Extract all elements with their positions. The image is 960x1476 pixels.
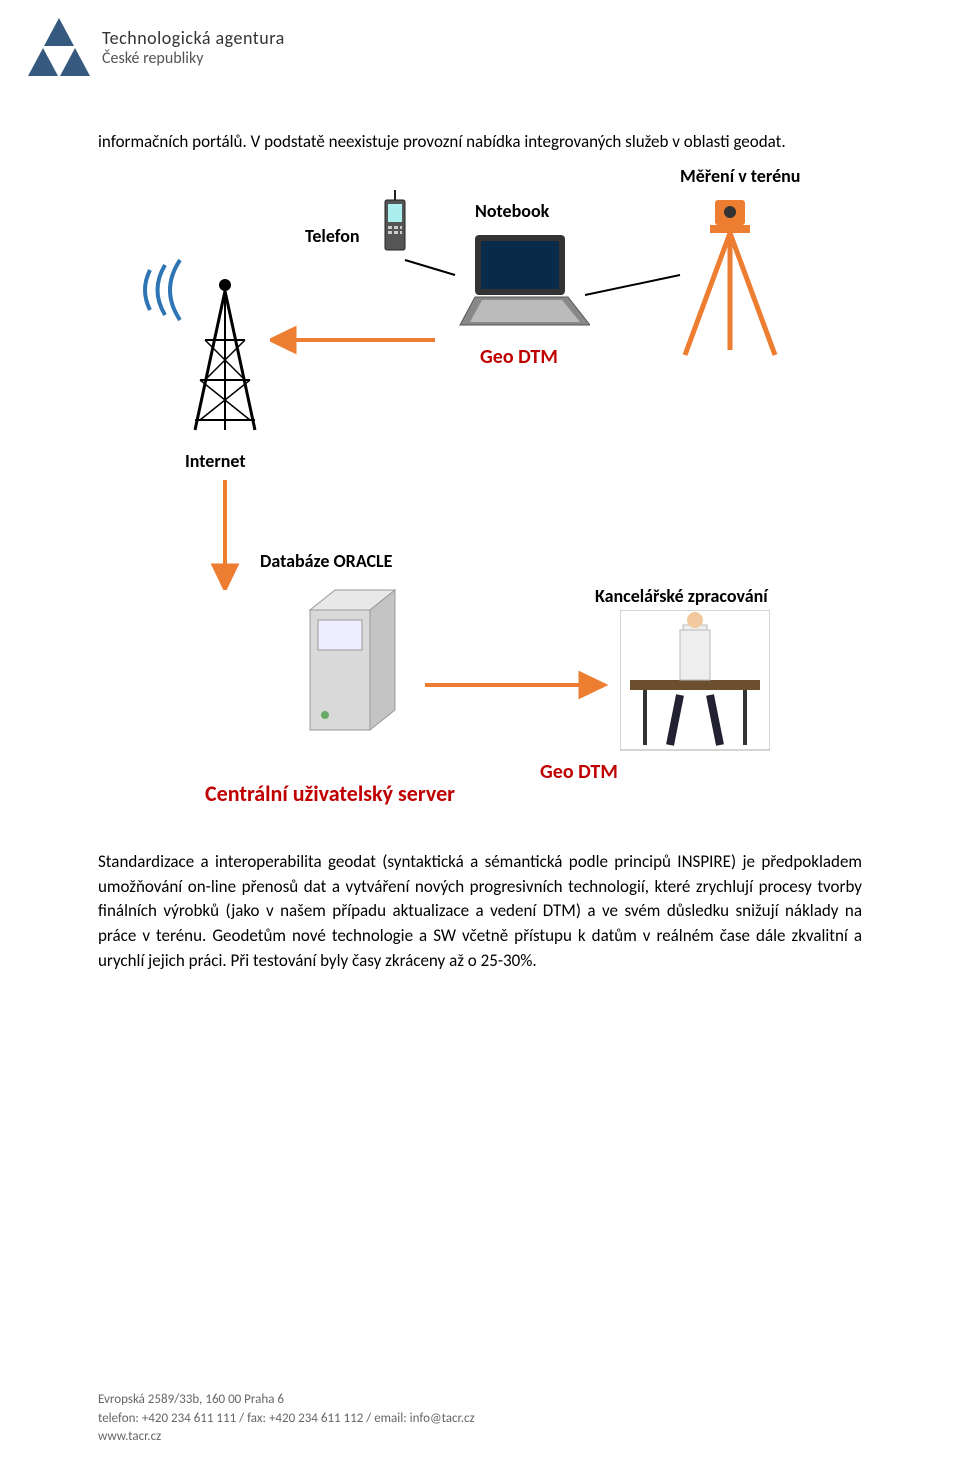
link-notebook-tripod: [585, 270, 685, 310]
label-databaze: Databáze ORACLE: [260, 550, 392, 572]
page-footer: Evropská 2589/33b, 160 00 Praha 6 telefo…: [98, 1391, 475, 1446]
arrow-notebook-to-tower: [270, 320, 440, 360]
tacr-logo-icon: [28, 18, 90, 76]
label-telefon: Telefon: [305, 225, 360, 247]
header-text: Technologická agentura České republiky: [102, 27, 285, 68]
workflow-diagram: Internet Telefon Notebook Geo DTM Měření…: [130, 190, 830, 830]
header-line1: Technologická agentura: [102, 27, 285, 49]
server-icon: [300, 580, 410, 750]
notebook-icon: [440, 230, 590, 340]
footer-address: Evropská 2589/33b, 160 00 Praha 6: [98, 1391, 475, 1409]
arrow-tower-to-server: [205, 450, 245, 590]
page-header: Technologická agentura České republiky: [28, 18, 285, 76]
header-line2: České republiky: [102, 49, 285, 68]
label-kancelar: Kancelářské zpracování: [595, 585, 768, 607]
paragraph-1: informačních portálů. V podstatě neexist…: [98, 130, 862, 155]
footer-contact: telefon: +420 234 611 111 / fax: +420 23…: [98, 1410, 475, 1428]
label-central: Centrální uživatelský server: [205, 780, 455, 807]
label-mereni: Měření v terénu: [680, 165, 800, 187]
footer-web: www.tacr.cz: [98, 1428, 475, 1446]
radio-tower-icon: [130, 220, 280, 440]
arrow-server-to-office: [420, 665, 610, 705]
link-phone-notebook: [400, 255, 460, 285]
label-notebook: Notebook: [475, 200, 549, 222]
office-icon: [620, 610, 770, 760]
paragraph-2: Standardizace a interoperabilita geodat …: [98, 850, 862, 973]
label-geodtm-2: Geo DTM: [540, 760, 618, 784]
label-geodtm-1: Geo DTM: [480, 345, 558, 369]
